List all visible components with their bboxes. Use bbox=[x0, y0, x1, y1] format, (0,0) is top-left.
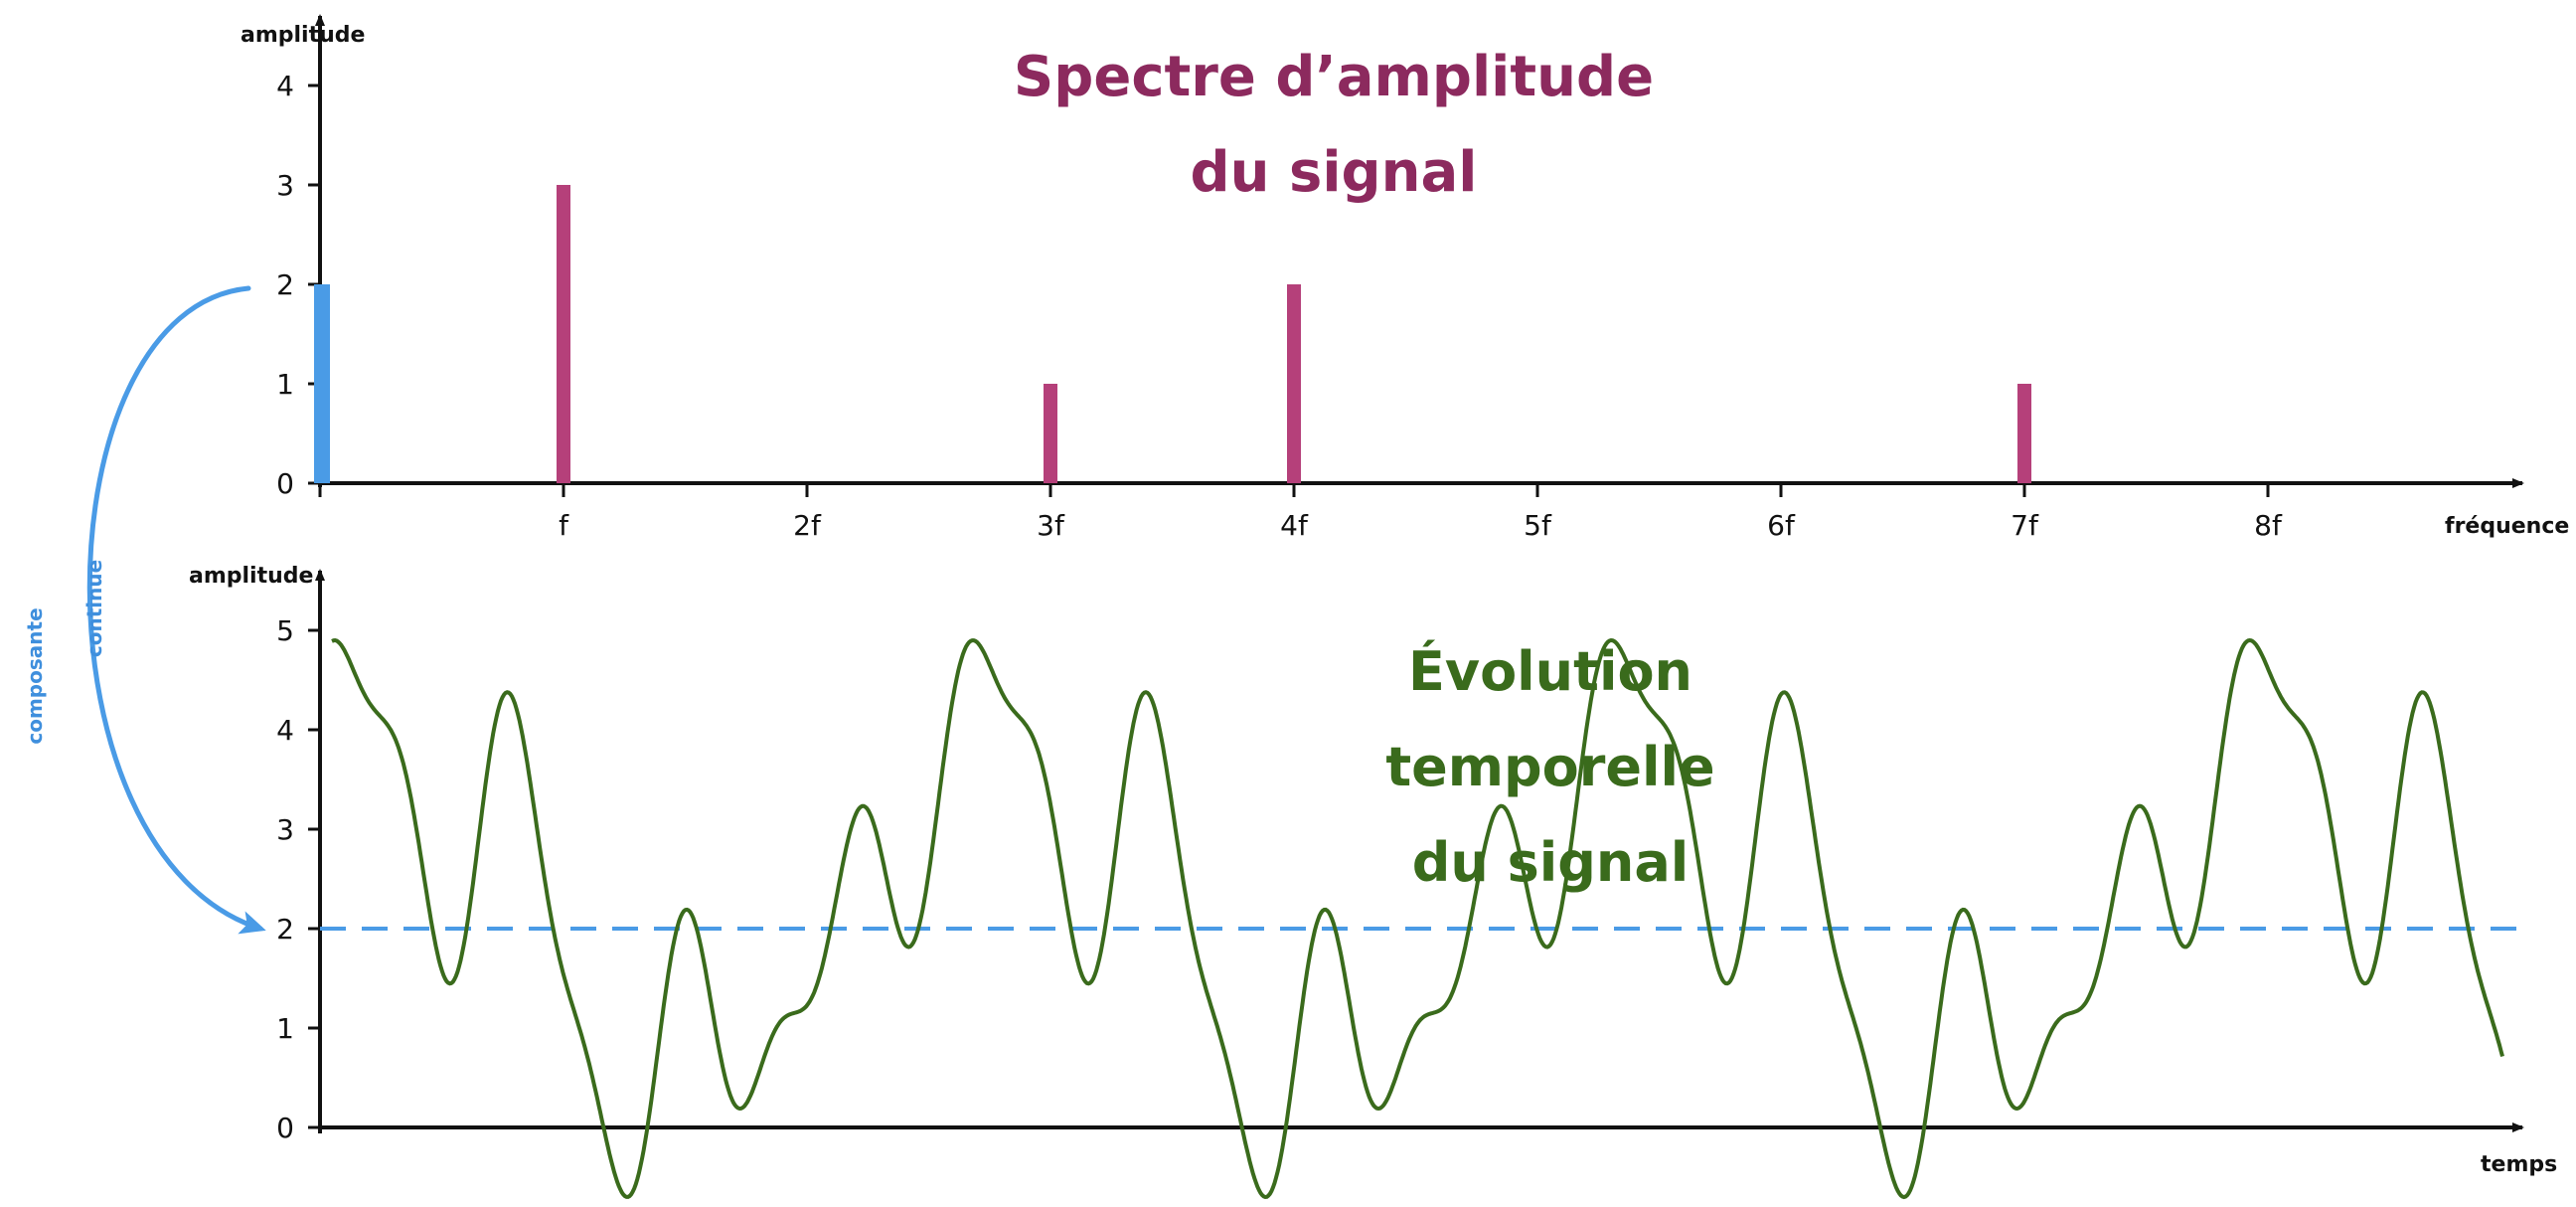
spectrum-x-tick-label: f bbox=[559, 509, 569, 542]
spectrum-y-axis-title: amplitude bbox=[241, 23, 365, 48]
signal-y-tick-label: 0 bbox=[276, 1112, 294, 1144]
spectrum-y-tick-label: 1 bbox=[276, 368, 294, 401]
spectrum-bar-4f bbox=[1287, 284, 1301, 483]
spectrum-bar-f bbox=[557, 185, 570, 483]
signal-y-tick-label: 1 bbox=[276, 1012, 294, 1045]
signal-title-line-1: Évolution bbox=[1408, 640, 1692, 703]
spectrum-x-tick-label: 6f bbox=[1767, 509, 1796, 542]
spectrum-x-axis-title: fréquence bbox=[2445, 514, 2569, 539]
signal-y-axis-title: amplitude bbox=[189, 564, 313, 589]
spectrum-y-tick-label: 3 bbox=[276, 169, 294, 202]
signal-series-line bbox=[331, 637, 2504, 1200]
time-signal-chart: 0 1 2 3 4 5 amplitude temps Évolution tempore… bbox=[189, 564, 2557, 1200]
spectrum-title-line-2: du signal bbox=[1191, 140, 1478, 205]
amplitude-spectrum-chart: 0 1 2 3 4 f 2f 3f 4f 5f 6f 7f 8f amplitude fréquenc… bbox=[241, 14, 2569, 542]
spectrum-x-tick-label: 2f bbox=[793, 509, 822, 542]
dc-curved-arrow bbox=[86, 285, 266, 935]
dc-label-word-1: composante bbox=[23, 607, 47, 744]
spectrum-bar-dc bbox=[314, 284, 330, 483]
spectrum-y-tick-label: 2 bbox=[276, 268, 294, 301]
spectrum-bar-3f bbox=[1044, 384, 1057, 483]
signal-y-tick-label: 5 bbox=[276, 614, 294, 647]
signal-y-tick-label: 4 bbox=[276, 714, 294, 747]
spectrum-bar-7f bbox=[2017, 384, 2031, 483]
signal-title-line-2: temporelle bbox=[1385, 736, 1714, 798]
signal-x-axis-title: temps bbox=[2481, 1152, 2557, 1177]
signal-y-tick-label: 3 bbox=[276, 813, 294, 846]
spectrum-x-tick-label: 5f bbox=[1524, 509, 1552, 542]
spectrum-title-line-1: Spectre d’amplitude bbox=[1014, 45, 1654, 109]
spectrum-x-tick-label: 7f bbox=[2011, 509, 2039, 542]
signal-y-tick-label: 2 bbox=[276, 913, 294, 946]
spectrum-x-tick-label: 3f bbox=[1037, 509, 1065, 542]
spectrum-y-tick-label: 4 bbox=[276, 70, 294, 102]
dc-label-word-2: continue bbox=[82, 560, 106, 657]
signal-title-line-3: du signal bbox=[1412, 831, 1690, 894]
spectrum-y-tick-label: 0 bbox=[276, 467, 294, 500]
spectrum-x-tick-label: 8f bbox=[2254, 509, 2283, 542]
dc-component-annotation: composante continue bbox=[23, 285, 266, 935]
spectrum-x-tick-label: 4f bbox=[1280, 509, 1309, 542]
